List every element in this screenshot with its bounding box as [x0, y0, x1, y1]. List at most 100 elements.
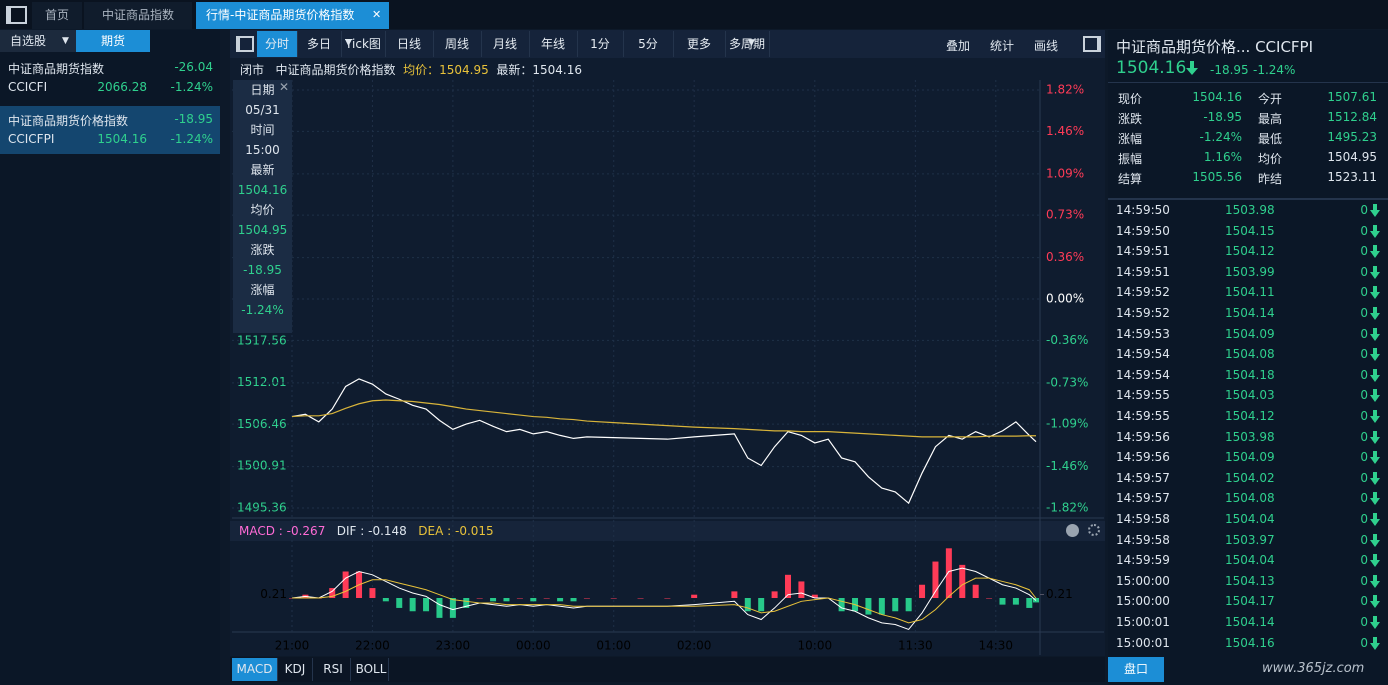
trade-volume: 0 — [1360, 470, 1368, 485]
macd-bar — [382, 598, 389, 602]
toolbar-button[interactable]: Tick图 — [341, 31, 386, 57]
stat-label: 今开 — [1258, 92, 1283, 106]
toolbar-button[interactable]: 多周期 — [725, 31, 770, 57]
item-price: 1504.16 — [97, 132, 147, 146]
item-name: 中证商品期货指数 — [8, 62, 105, 76]
trade-time: 14:59:54 — [1116, 367, 1170, 382]
down-arrow — [1370, 554, 1380, 568]
layout-toggle[interactable] — [6, 6, 27, 24]
indicator-tab[interactable]: KDJ — [278, 658, 313, 681]
chart-header: 闭市 中证商品期货价格指数 均价：1504.95 最新：1504.16 — [240, 62, 582, 78]
series-line — [291, 378, 1037, 505]
indicator-tab[interactable]: RSI — [316, 658, 351, 681]
macd-bar — [557, 598, 564, 602]
macd-bar — [905, 598, 912, 612]
macd-bar — [543, 598, 550, 599]
down-arrow — [1370, 595, 1380, 609]
trade-price: 1504.11 — [1225, 285, 1275, 300]
macd-bar — [1012, 598, 1019, 605]
macd-bar — [771, 591, 778, 598]
macd-legend — [230, 521, 1105, 541]
down-arrow — [1370, 492, 1380, 506]
tab[interactable]: 行情-中证商品期货价格指数 — [196, 2, 389, 29]
trade-time: 14:59:59 — [1116, 553, 1170, 568]
macd-bar — [932, 561, 939, 598]
x-tick-label: 00:00 — [516, 639, 551, 653]
trade-volume: 0 — [1360, 573, 1368, 588]
indicator-tab[interactable]: BOLL — [354, 658, 389, 681]
toolbar-button[interactable]: 5分 — [623, 31, 674, 57]
macd-bar — [1026, 598, 1033, 608]
macd-line — [292, 577, 1037, 624]
panel-toggle[interactable] — [1083, 36, 1101, 52]
stat-label: 涨幅 — [1118, 132, 1143, 146]
trade-volume: 0 — [1360, 244, 1368, 259]
macd-line — [291, 567, 1037, 631]
trade-price: 1504.16 — [1225, 635, 1275, 650]
macd-bar — [959, 564, 966, 598]
macd-bar — [423, 598, 430, 612]
macd-value: MACD : -0.267 — [239, 524, 326, 538]
down-arrow — [1370, 204, 1380, 217]
tab[interactable]: 首页 — [32, 2, 82, 29]
macd-bar — [878, 598, 885, 615]
quote-title: 中证商品期货价格... CCICFPI — [1116, 38, 1314, 56]
down-arrow — [1370, 574, 1380, 588]
trade-time: 14:59:52 — [1116, 285, 1170, 300]
tooltip-label: 均价 — [250, 203, 275, 217]
y2-tick-label: 0.00% — [1046, 292, 1084, 306]
macd-bar — [744, 598, 751, 612]
down-arrow — [1370, 286, 1380, 300]
y-tick-label: 1500.91 — [237, 459, 287, 473]
macd-bar — [892, 598, 899, 612]
y-tick-label: 1495.36 — [237, 501, 287, 515]
trade-time: 14:59:58 — [1116, 512, 1170, 526]
toolbar-toggle[interactable] — [236, 36, 254, 52]
trade-volume: 0 — [1360, 450, 1368, 465]
trade-price: 1504.04 — [1225, 512, 1275, 526]
macd-bar — [986, 598, 993, 599]
sidebar-tab[interactable]: 期货 — [76, 30, 150, 52]
toolbar-button[interactable]: 画线 — [1034, 39, 1059, 53]
close-indicator[interactable] — [1066, 524, 1079, 537]
trade-time: 14:59:51 — [1116, 264, 1170, 279]
toolbar-button[interactable]: 日线 — [385, 31, 434, 57]
toolbar-button[interactable]: 月线 — [481, 31, 530, 57]
tab[interactable]: 中证商品指数 — [84, 2, 192, 29]
selected-row[interactable] — [0, 106, 220, 154]
toolbar-button[interactable]: 1分 — [577, 31, 624, 57]
down-arrow — [1370, 471, 1380, 485]
toolbar-button[interactable]: 统计 — [990, 39, 1015, 53]
trade-price: 1504.02 — [1225, 470, 1275, 485]
sidebar-tab[interactable]: 自选股 ▼ — [0, 30, 76, 52]
toolbar-button[interactable]: 更多 — [673, 31, 726, 57]
toolbar-button[interactable]: 多日 — [297, 31, 342, 57]
stat-label: 均价 — [1258, 152, 1283, 166]
trade-time: 15:00:00 — [1116, 573, 1170, 588]
x-tick-label: 22:00 — [355, 639, 390, 653]
tooltip: 日期 05/31 时间 15:00 最新 1504.16 均价 1504.95 涨跌 -18.95… — [233, 80, 292, 333]
tab-close[interactable]: ✕ — [372, 8, 382, 21]
depth-button[interactable]: 盘口 — [1108, 657, 1164, 682]
tooltip-close[interactable]: ✕ — [279, 80, 290, 94]
toolbar-button[interactable]: 分时 — [257, 31, 298, 57]
down-arrow — [1370, 616, 1380, 629]
macd-bar — [999, 598, 1006, 605]
indicator-tab[interactable]: MACD — [232, 658, 278, 681]
trade-price: 1504.17 — [1225, 594, 1275, 609]
toolbar-button[interactable]: 年线 — [529, 31, 578, 57]
trade-price: 1504.18 — [1225, 367, 1275, 382]
stat-value: 1504.95 — [1327, 150, 1377, 164]
toolbar-button[interactable]: 周线 — [433, 31, 482, 57]
trade-volume: 0 — [1360, 429, 1368, 444]
y2-tick-label: 0.73% — [1046, 208, 1084, 222]
tooltip-value: 15:00 — [245, 143, 280, 157]
indicator-settings[interactable] — [1088, 524, 1100, 536]
macd-bar — [731, 591, 738, 598]
toolbar-button[interactable]: 叠加 — [946, 39, 971, 53]
macd-bar — [865, 598, 872, 615]
watermark: www.365jz.com — [1262, 661, 1365, 676]
trade-volume: 0 — [1360, 285, 1368, 300]
down-arrow — [1370, 245, 1380, 259]
